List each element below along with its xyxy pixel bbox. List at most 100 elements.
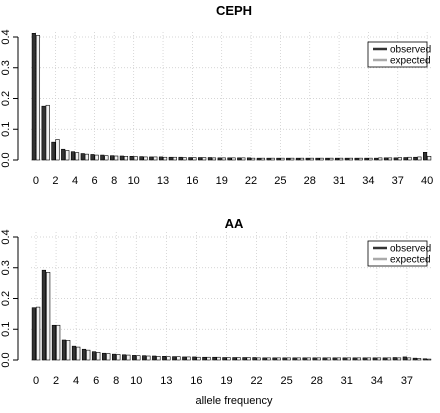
aa-bar-expected-21 [246, 357, 251, 361]
ceph-bar-observed-10 [129, 156, 134, 161]
ceph-bar-expected-25 [280, 157, 285, 161]
ceph-bar-observed-11 [139, 156, 144, 161]
ceph-bar-expected-2 [55, 139, 60, 161]
ceph-bar-observed-22 [246, 157, 252, 161]
ceph-bar-expected-5 [84, 153, 89, 161]
ceph-bar-observed-0 [31, 33, 36, 161]
ceph-x-tick-label-12: 31 [333, 175, 345, 187]
aa-bar-observed-37 [402, 356, 407, 361]
ceph-bar-observed-17 [198, 157, 203, 161]
aa-bar-observed-33 [362, 357, 367, 361]
ceph-bar-expected-13 [163, 156, 168, 161]
aa-y-tick-label-0: 0.0 [0, 352, 12, 367]
ceph-bar-observed-37 [393, 157, 398, 161]
ceph-bar-observed-30 [325, 157, 330, 161]
aa-bar-expected-7 [106, 353, 111, 361]
aa-bar-expected-34 [376, 357, 382, 361]
aa-bars [31, 269, 432, 361]
ceph-bar-expected-32 [348, 157, 353, 161]
ceph-x-tick-label-14: 37 [392, 175, 404, 187]
ceph-bar-expected-35 [378, 157, 383, 161]
ceph-x-tick-label-11: 28 [304, 175, 316, 187]
aa-legend-observed-label: observed [390, 244, 431, 255]
aa-bar-expected-25 [286, 357, 291, 361]
aa-bar-observed-32 [352, 357, 357, 361]
ceph-bar-observed-21 [237, 157, 242, 161]
aa-bar-expected-4 [76, 346, 81, 361]
aa-bar-expected-11 [146, 355, 151, 361]
ceph-x-ticks: 0 2 4 6 8 10 13 16 19 22 25 28 31 34 37 40 [33, 175, 433, 187]
aa-x-tick-label-10: 25 [281, 375, 293, 387]
ceph-bar-expected-30 [329, 157, 334, 161]
aa-bar-observed-7 [101, 352, 107, 361]
ceph-y-tick-label-3: 0.3 [0, 60, 12, 75]
aa-x-ticks: 0 2 4 6 8 10 13 16 19 22 25 28 31 34 37 [33, 375, 413, 387]
ceph-bar-observed-13 [158, 156, 164, 161]
ceph-x-tick-label-2: 4 [72, 175, 78, 187]
aa-bar-observed-15 [182, 356, 187, 361]
ceph-panel: CEPH 0.0 0.1 0.2 0.3 0.4 0 2 4 6 8 10 13 16 19 22 25 28… [0, 3, 433, 187]
ceph-legend: observed expected [367, 41, 431, 68]
aa-x-tick-label-11: 28 [311, 375, 323, 387]
aa-bar-observed-10 [132, 355, 137, 361]
aa-bar-observed-31 [342, 357, 347, 361]
ceph-bar-observed-27 [295, 157, 300, 161]
aa-bar-expected-22 [256, 357, 261, 361]
aa-bar-expected-0 [36, 306, 41, 361]
aa-bar-observed-28 [312, 357, 317, 361]
aa-bar-observed-36 [392, 357, 397, 361]
ceph-legend-observed-label: observed [390, 45, 431, 56]
aa-bar-expected-24 [276, 357, 281, 361]
ceph-x-tick-label-15: 40 [421, 175, 433, 187]
ceph-bar-expected-19 [221, 157, 226, 161]
aa-x-tick-label-3: 6 [93, 375, 99, 387]
ceph-legend-expected-label: expected [390, 56, 431, 67]
ceph-bar-expected-4 [75, 152, 80, 161]
ceph-bar-expected-11 [143, 156, 148, 161]
ceph-x-tick-label-0: 0 [33, 175, 39, 187]
ceph-bar-expected-18 [211, 157, 217, 161]
ceph-x-tick-label-9: 22 [245, 175, 257, 187]
aa-bar-expected-17 [206, 356, 211, 361]
ceph-x-tick-label-10: 25 [274, 175, 286, 187]
aa-chart-title: AA [225, 216, 244, 231]
ceph-x-tick-label-6: 13 [157, 175, 169, 187]
ceph-bar-expected-3 [65, 150, 70, 161]
ceph-bar-expected-15 [182, 157, 187, 161]
aa-bar-expected-16 [196, 356, 201, 361]
ceph-bar-expected-31 [339, 157, 344, 161]
aa-bar-observed-29 [322, 357, 327, 361]
aa-x-tick-label-4: 8 [113, 375, 119, 387]
ceph-bar-expected-20 [231, 157, 236, 161]
aa-x-tick-label-5: 10 [130, 375, 142, 387]
ceph-bar-expected-17 [202, 157, 207, 161]
ceph-bar-expected-22 [251, 157, 256, 161]
ceph-bar-observed-15 [178, 156, 183, 161]
aa-bar-observed-34 [372, 357, 377, 361]
aa-legend: observed expected [367, 240, 431, 267]
aa-bar-expected-12 [156, 356, 161, 361]
aa-bar-observed-2 [51, 324, 57, 361]
ceph-bar-observed-35 [374, 157, 379, 161]
ceph-bar-observed-31 [334, 157, 340, 161]
ceph-chart-title: CEPH [216, 3, 252, 18]
aa-bar-expected-1 [46, 272, 51, 361]
aa-x-tick-label-0: 0 [33, 375, 39, 387]
aa-bar-expected-15 [186, 356, 191, 361]
aa-bar-expected-9 [126, 354, 131, 361]
aa-bar-expected-13 [166, 356, 171, 361]
aa-bar-expected-18 [216, 356, 221, 361]
aa-bar-expected-39 [426, 358, 432, 361]
aa-bar-observed-14 [172, 356, 177, 361]
ceph-y-ticks: 0.0 0.1 0.2 0.3 0.4 [0, 29, 18, 168]
ceph-y-tick-label-1: 0.1 [0, 122, 12, 137]
aa-bar-observed-16 [192, 356, 197, 361]
aa-x-tick-label-8: 19 [220, 375, 232, 387]
ceph-bar-expected-37 [397, 157, 402, 161]
ceph-bar-observed-23 [256, 157, 261, 161]
ceph-bar-expected-21 [241, 157, 246, 161]
ceph-bar-expected-6 [94, 154, 99, 161]
ceph-bar-observed-5 [80, 153, 85, 161]
aa-x-axis-label: allele frequency [195, 395, 273, 407]
